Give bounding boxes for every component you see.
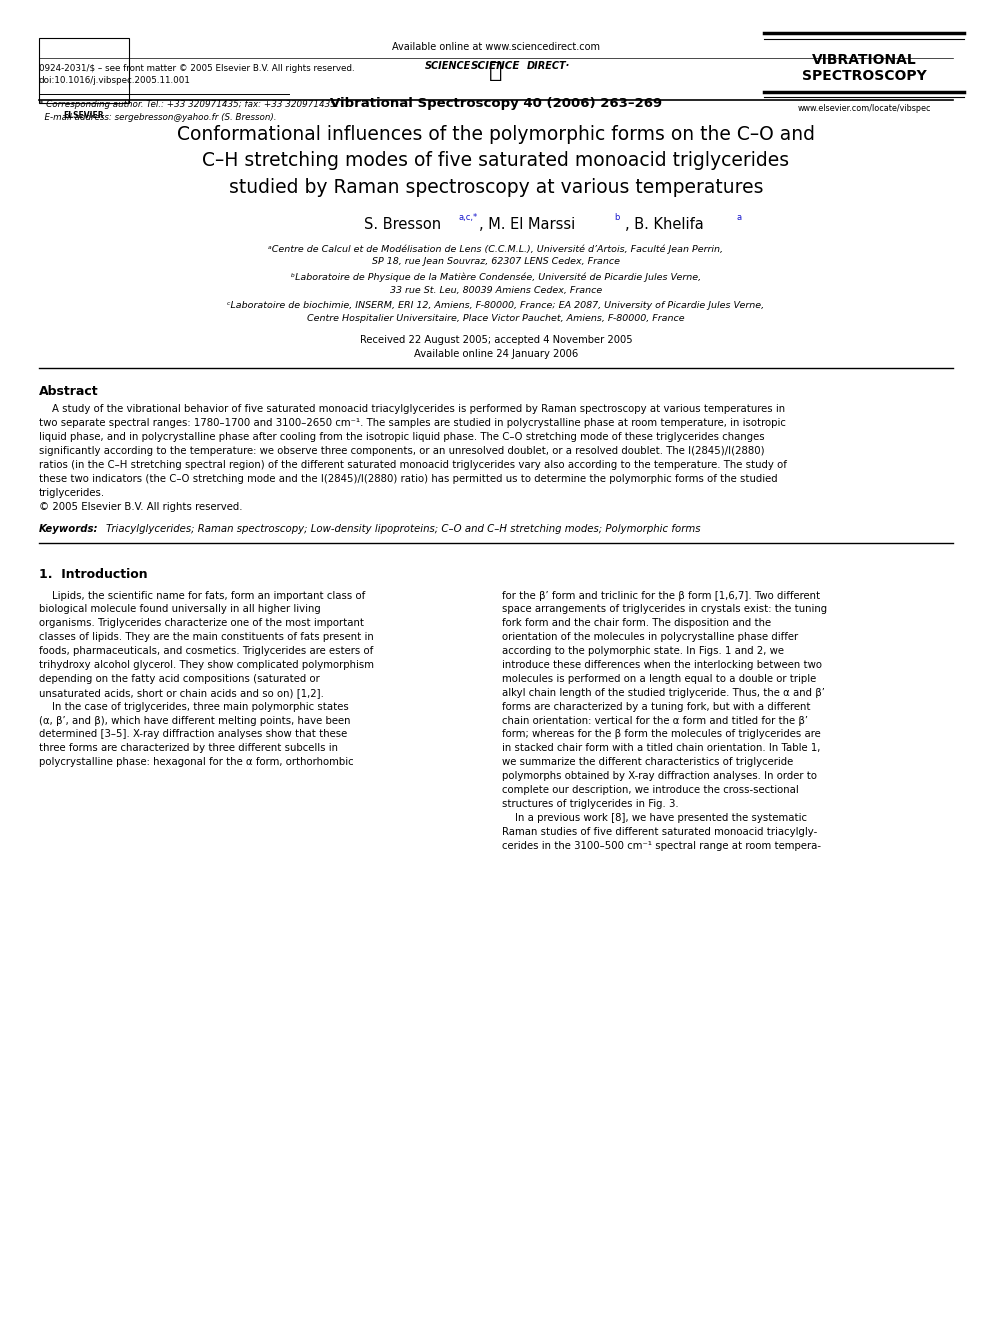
Text: Available online 24 January 2006: Available online 24 January 2006 <box>414 349 578 359</box>
Text: , M. El Marssi: , M. El Marssi <box>479 217 575 232</box>
Text: VIBRATIONAL: VIBRATIONAL <box>811 53 917 66</box>
Text: © 2005 Elsevier B.V. All rights reserved.: © 2005 Elsevier B.V. All rights reserved… <box>39 501 242 512</box>
Text: ELSEVIER: ELSEVIER <box>63 111 104 120</box>
Text: Triacylglycerides; Raman spectroscopy; Low-density lipoproteins; C–O and C–H str: Triacylglycerides; Raman spectroscopy; L… <box>105 524 700 534</box>
Text: A study of the vibrational behavior of five saturated monoacid triacylglycerides: A study of the vibrational behavior of f… <box>39 405 785 414</box>
Text: complete our description, we introduce the cross-sectional: complete our description, we introduce t… <box>502 785 799 795</box>
Text: space arrangements of triglycerides in crystals exist: the tuning: space arrangements of triglycerides in c… <box>502 605 826 614</box>
Text: E-mail address: sergebresson@yahoo.fr (S. Bresson).: E-mail address: sergebresson@yahoo.fr (S… <box>39 112 277 122</box>
Text: introduce these differences when the interlocking between two: introduce these differences when the int… <box>502 660 821 669</box>
Text: unsaturated acids, short or chain acids and so on) [1,2].: unsaturated acids, short or chain acids … <box>39 688 323 697</box>
Text: Abstract: Abstract <box>39 385 98 398</box>
Text: 1.  Introduction: 1. Introduction <box>39 569 148 581</box>
Text: In a previous work [8], we have presented the systematic: In a previous work [8], we have presente… <box>502 812 806 823</box>
Text: Available online at www.sciencedirect.com: Available online at www.sciencedirect.co… <box>392 41 600 52</box>
Text: these two indicators (the C–O stretching mode and the I(2845)/I(2880) ratio) has: these two indicators (the C–O stretching… <box>39 474 778 484</box>
Text: structures of triglycerides in Fig. 3.: structures of triglycerides in Fig. 3. <box>502 799 679 808</box>
Text: Vibrational Spectroscopy 40 (2006) 263–269: Vibrational Spectroscopy 40 (2006) 263–2… <box>330 97 662 110</box>
Text: triglycerides.: triglycerides. <box>39 488 105 497</box>
Text: ᵃCentre de Calcul et de Modélisation de Lens (C.C.M.L.), Université d’Artois, Fa: ᵃCentre de Calcul et de Modélisation de … <box>269 245 723 254</box>
Text: S. Bresson: S. Bresson <box>364 217 441 232</box>
Text: , B. Khelifa: , B. Khelifa <box>625 217 704 232</box>
Text: two separate spectral ranges: 1780–1700 and 3100–2650 cm⁻¹. The samples are stud: two separate spectral ranges: 1780–1700 … <box>39 418 786 429</box>
Text: DIRECT·: DIRECT· <box>527 61 570 71</box>
Text: forms are characterized by a tuning fork, but with a different: forms are characterized by a tuning fork… <box>502 701 810 712</box>
Text: cerides in the 3100–500 cm⁻¹ spectral range at room tempera-: cerides in the 3100–500 cm⁻¹ spectral ra… <box>502 840 820 851</box>
Text: 0924-2031/$ – see front matter © 2005 Elsevier B.V. All rights reserved.: 0924-2031/$ – see front matter © 2005 El… <box>39 64 354 73</box>
Text: SPECTROSCOPY: SPECTROSCOPY <box>802 69 927 83</box>
Text: biological molecule found universally in all higher living: biological molecule found universally in… <box>39 605 320 614</box>
Text: determined [3–5]. X-ray diffraction analyses show that these: determined [3–5]. X-ray diffraction anal… <box>39 729 347 740</box>
Text: 33 rue St. Leu, 80039 Amiens Cedex, France: 33 rue St. Leu, 80039 Amiens Cedex, Fran… <box>390 286 602 295</box>
Text: liquid phase, and in polycrystalline phase after cooling from the isotropic liqu: liquid phase, and in polycrystalline pha… <box>39 433 765 442</box>
Text: foods, pharmaceuticals, and cosmetics. Triglycerides are esters of: foods, pharmaceuticals, and cosmetics. T… <box>39 646 373 656</box>
Text: we summarize the different characteristics of triglyceride: we summarize the different characteristi… <box>502 757 793 767</box>
Text: doi:10.1016/j.vibspec.2005.11.001: doi:10.1016/j.vibspec.2005.11.001 <box>39 77 190 86</box>
Text: a: a <box>736 213 741 221</box>
Text: polymorphs obtained by X-ray diffraction analyses. In order to: polymorphs obtained by X-ray diffraction… <box>502 771 816 781</box>
Text: orientation of the molecules in polycrystalline phase differ: orientation of the molecules in polycrys… <box>502 632 798 642</box>
Text: three forms are characterized by three different subcells in: three forms are characterized by three d… <box>39 744 338 753</box>
Text: ⓓ: ⓓ <box>489 61 503 81</box>
Text: Lipids, the scientific name for fats, form an important class of: Lipids, the scientific name for fats, fo… <box>39 590 365 601</box>
Text: a,c,*: a,c,* <box>458 213 478 221</box>
Text: significantly according to the temperature: we observe three components, or an u: significantly according to the temperatu… <box>39 446 765 456</box>
Text: (α, β’, and β), which have different melting points, have been: (α, β’, and β), which have different mel… <box>39 716 350 725</box>
Text: b: b <box>614 213 619 221</box>
Text: In the case of triglycerides, three main polymorphic states: In the case of triglycerides, three main… <box>39 701 348 712</box>
Text: chain orientation: vertical for the α form and titled for the β’: chain orientation: vertical for the α fo… <box>502 716 807 725</box>
Text: Received 22 August 2005; accepted 4 November 2005: Received 22 August 2005; accepted 4 Nove… <box>360 335 632 345</box>
Text: fork form and the chair form. The disposition and the: fork form and the chair form. The dispos… <box>502 618 771 628</box>
Text: depending on the fatty acid compositions (saturated or: depending on the fatty acid compositions… <box>39 673 319 684</box>
Text: alkyl chain length of the studied triglyceride. Thus, the α and β’: alkyl chain length of the studied trigly… <box>502 688 824 697</box>
Text: ᶜLaboratoire de biochimie, INSERM, ERI 12, Amiens, F-80000, France; EA 2087, Uni: ᶜLaboratoire de biochimie, INSERM, ERI 1… <box>227 302 765 310</box>
Text: according to the polymorphic state. In Figs. 1 and 2, we: according to the polymorphic state. In F… <box>502 646 784 656</box>
Text: Keywords:: Keywords: <box>39 524 98 534</box>
Text: form; whereas for the β form the molecules of triglycerides are: form; whereas for the β form the molecul… <box>502 729 820 740</box>
Text: trihydroxy alcohol glycerol. They show complicated polymorphism: trihydroxy alcohol glycerol. They show c… <box>39 660 374 669</box>
Text: for the β’ form and triclinic for the β form [1,6,7]. Two different: for the β’ form and triclinic for the β … <box>502 590 819 601</box>
Text: www.elsevier.com/locate/vibspec: www.elsevier.com/locate/vibspec <box>798 105 930 114</box>
Text: Raman studies of five different saturated monoacid triacylgly-: Raman studies of five different saturate… <box>502 827 816 836</box>
Text: molecules is performed on a length equal to a double or triple: molecules is performed on a length equal… <box>502 673 815 684</box>
Text: in stacked chair form with a titled chain orientation. In Table 1,: in stacked chair form with a titled chai… <box>502 744 820 753</box>
Text: classes of lipids. They are the main constituents of fats present in: classes of lipids. They are the main con… <box>39 632 374 642</box>
Text: Conformational influences of the polymorphic forms on the C–O and: Conformational influences of the polymor… <box>177 124 815 144</box>
Text: * Corresponding author. Tel.: +33 320971435; fax: +33 320971435.: * Corresponding author. Tel.: +33 320971… <box>39 101 338 108</box>
Text: SP 18, rue Jean Souvraz, 62307 LENS Cedex, France: SP 18, rue Jean Souvraz, 62307 LENS Cede… <box>372 257 620 266</box>
Text: Centre Hospitalier Universitaire, Place Victor Pauchet, Amiens, F-80000, France: Centre Hospitalier Universitaire, Place … <box>308 314 684 323</box>
Text: polycrystalline phase: hexagonal for the α form, orthorhombic: polycrystalline phase: hexagonal for the… <box>39 757 353 767</box>
Text: SCIENCE: SCIENCE <box>471 61 521 71</box>
Text: studied by Raman spectroscopy at various temperatures: studied by Raman spectroscopy at various… <box>229 177 763 197</box>
Text: organisms. Triglycerides characterize one of the most important: organisms. Triglycerides characterize on… <box>39 618 364 628</box>
Text: ratios (in the C–H stretching spectral region) of the different saturated monoac: ratios (in the C–H stretching spectral r… <box>39 460 787 470</box>
Text: ᵇLaboratoire de Physique de la Matière Condensée, Université de Picardie Jules V: ᵇLaboratoire de Physique de la Matière C… <box>291 273 701 282</box>
Text: C–H stretching modes of five saturated monoacid triglycerides: C–H stretching modes of five saturated m… <box>202 151 790 171</box>
Text: SCIENCE: SCIENCE <box>425 61 471 71</box>
